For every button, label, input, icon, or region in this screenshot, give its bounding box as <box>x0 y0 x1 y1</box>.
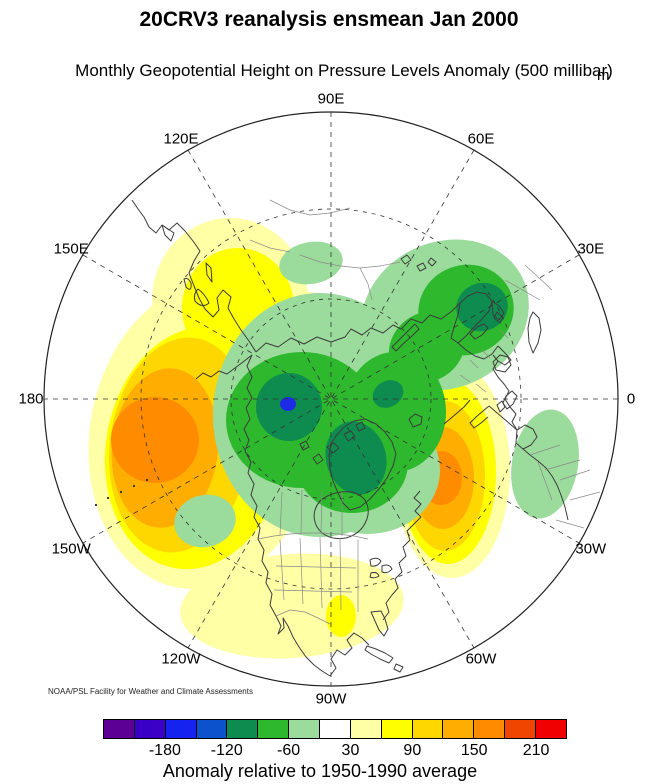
colorbar-segment <box>380 720 412 738</box>
ring-label-120W: 120W <box>161 650 201 668</box>
country-borders <box>249 199 601 625</box>
attribution-text: NOAA/PSL Facility for Weather and Climat… <box>48 687 253 696</box>
colorbar-caption: Anomaly relative to 1950-1990 average <box>162 761 478 781</box>
units-label: m <box>597 67 610 84</box>
ring-label-90W: 90W <box>315 690 347 708</box>
colorbar-ticks: -180 -120 -60 30 90 150 210 <box>0 742 658 760</box>
graticule <box>44 112 618 686</box>
ring-label-150E: 150E <box>53 240 89 258</box>
ring-label-180: 180 <box>18 390 44 408</box>
ring-label-60W: 60W <box>465 650 497 668</box>
colorbar-segment <box>442 720 474 738</box>
map-canvas <box>43 111 619 687</box>
colorbar-tick-label: -120 <box>210 742 243 759</box>
colorbar-segment <box>195 720 227 738</box>
colorbar-segment <box>257 720 289 738</box>
colorbar-tick-label: 90 <box>403 742 422 759</box>
colorbar-segment <box>504 720 536 738</box>
anomaly-fills <box>88 218 579 659</box>
colorbar-segment <box>226 720 258 738</box>
colorbar-tick-label: -180 <box>148 742 181 759</box>
colorbar-segment <box>133 720 165 738</box>
colorbar-segment <box>349 720 381 738</box>
colorbar <box>103 719 567 739</box>
ring-label-30E: 30E <box>577 240 605 258</box>
colorbar-tick-label: 210 <box>522 742 550 759</box>
colorbar-tick-label: -60 <box>277 742 301 759</box>
colorbar-segment <box>104 720 134 738</box>
colorbar-segment <box>288 720 320 738</box>
colorbar-segment <box>473 720 505 738</box>
ring-label-30W: 30W <box>575 540 607 558</box>
ring-label-90E: 90E <box>317 90 345 108</box>
polar-map: 90E 60E 30E 0 30W 60W 90W 120W 150W 180 150E 120E <box>18 90 636 708</box>
plot-subtitle: Monthly Geopotential Height on Pressure … <box>75 61 613 80</box>
fill-blue-minimum <box>280 397 296 411</box>
ring-label-60E: 60E <box>467 130 495 148</box>
colorbar-tick-label: 30 <box>341 742 360 759</box>
map-boundary-circle <box>43 111 619 687</box>
ring-label-120E: 120E <box>163 130 199 148</box>
ring-label-0: 0 <box>626 390 636 408</box>
colorbar-segment <box>411 720 443 738</box>
colorbar-segment <box>319 720 350 738</box>
colorbar-segment <box>535 720 566 738</box>
colorbar-segment <box>164 720 196 738</box>
ring-label-150W: 150W <box>51 540 91 558</box>
colorbar-tick-label: 150 <box>460 742 488 759</box>
page-title: 20CRV3 reanalysis ensmean Jan 2000 <box>139 8 519 31</box>
coastlines <box>95 199 569 677</box>
